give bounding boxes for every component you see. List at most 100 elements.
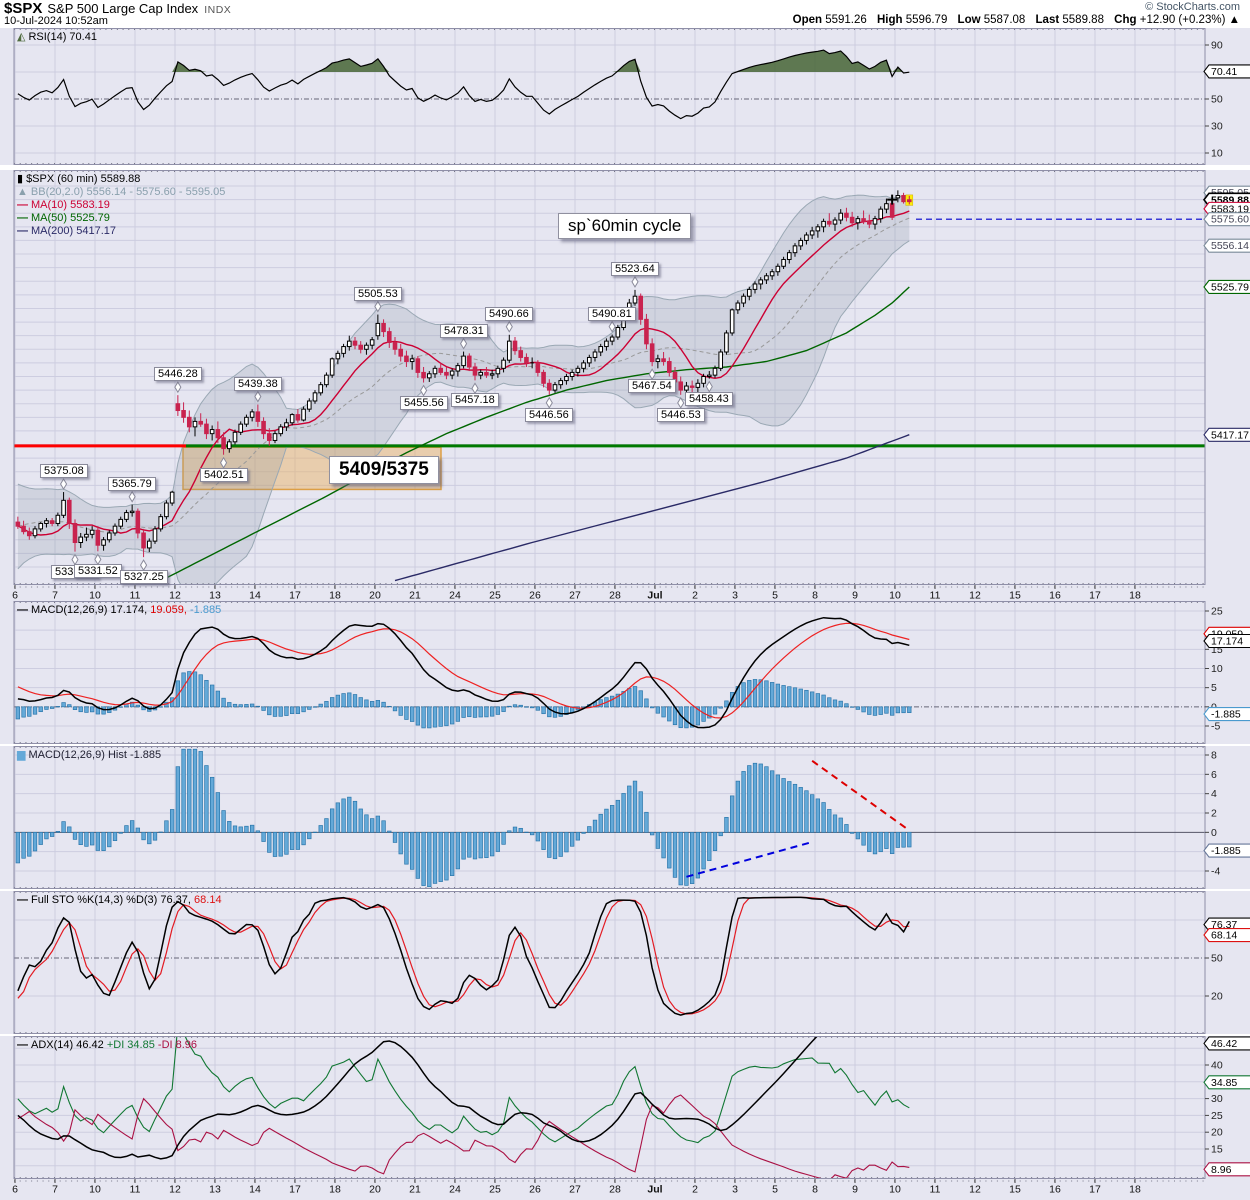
open-label: Open	[792, 14, 823, 26]
svg-text:18: 18	[329, 590, 341, 602]
price-annotation: 5446.53	[657, 408, 705, 422]
svg-text:-4: -4	[1211, 866, 1220, 878]
adx-line-swatch: —	[17, 1039, 28, 1051]
adx-panel: 40 30 25 20 15 46.42 34.85 8.96	[0, 1036, 1250, 1179]
svg-text:46.42: 46.42	[1211, 1038, 1237, 1050]
ma200-swatch: —	[17, 225, 28, 237]
svg-text:27: 27	[569, 590, 581, 602]
svg-text:24: 24	[449, 590, 461, 602]
svg-text:28: 28	[609, 590, 621, 602]
svg-text:18: 18	[329, 1184, 341, 1196]
y-axis-badge: -1.885	[1203, 707, 1250, 722]
sto-k-line	[17, 896, 910, 1016]
title-row: $SPX S&P 500 Large Cap Index INDX	[4, 0, 231, 18]
svg-text:8: 8	[812, 590, 818, 602]
svg-text:70.41: 70.41	[1211, 66, 1237, 78]
hist-trendline	[686, 841, 813, 878]
svg-text:3: 3	[732, 590, 738, 602]
macd-value: MACD(12,26,9) 17.174,	[31, 604, 148, 616]
y-axis-badge: 70.41	[1203, 64, 1250, 79]
price-annotation: 5446.28	[154, 367, 202, 381]
price-annotation: 5478.31	[440, 324, 488, 338]
price-legend-symbol-row: ▮ $SPX (60 min) 5589.88	[17, 173, 225, 186]
price-legend-symbol: $SPX (60 min) 5589.88	[26, 173, 141, 185]
macd-line-swatch: —	[17, 604, 28, 616]
open-value: 5591.26	[825, 14, 867, 26]
svg-text:18: 18	[1129, 590, 1141, 602]
bb-legend-text: BB(20,2.0) 5556.14 - 5575.60 - 5595.05	[30, 186, 226, 198]
price-annotation: 5439.38	[234, 377, 282, 391]
xaxis1-panel: 6 7 10 11 12 13 14 17 18 20 21 24 25 26 27 28 Jul 2 3 5 8 9 10…	[0, 585, 1250, 601]
svg-text:9: 9	[852, 590, 858, 602]
exchange: INDX	[204, 4, 232, 16]
svg-text:8: 8	[812, 1184, 818, 1196]
macd-hist-value: -1.885	[190, 604, 222, 616]
datetime: 10-Jul-2024 10:52am	[4, 15, 108, 27]
price-annotation: 5467.54	[628, 379, 676, 393]
svg-text:9: 9	[852, 1184, 858, 1196]
price-annotation: 5490.81	[588, 307, 636, 321]
svg-text:8.96: 8.96	[1211, 1164, 1232, 1176]
price-annotation: 5365.79	[108, 477, 156, 491]
svg-text:12: 12	[969, 590, 981, 602]
quote-strip: Open 5591.26 High 5596.79 Low 5587.08 La…	[786, 14, 1240, 26]
svg-text:17.174: 17.174	[1211, 635, 1243, 647]
svg-text:5556.14: 5556.14	[1211, 240, 1249, 252]
svg-text:15: 15	[1009, 590, 1021, 602]
svg-text:7: 7	[52, 590, 58, 602]
svg-text:7: 7	[52, 1184, 58, 1196]
svg-text:Jul: Jul	[647, 590, 662, 602]
price-annotation: 5490.66	[485, 307, 533, 321]
plus-di-line	[17, 1036, 910, 1144]
macd-panel: 25151050-519.05917.174-1.885	[0, 601, 1250, 744]
svg-text:25: 25	[489, 1184, 501, 1196]
svg-text:5525.79: 5525.79	[1211, 281, 1249, 293]
svg-text:5: 5	[772, 1184, 778, 1196]
svg-text:10: 10	[889, 1184, 901, 1196]
hist-legend: ▆ MACD(12,26,9) Hist -1.885	[17, 749, 161, 762]
sto-k-value: Full STO %K(14,3) %D(3) 76.37,	[31, 894, 191, 906]
rsi-legend-text: RSI(14) 70.41	[28, 31, 97, 43]
svg-text:10: 10	[89, 1184, 101, 1196]
svg-text:17: 17	[289, 590, 301, 602]
svg-text:25: 25	[1211, 606, 1223, 618]
svg-text:50: 50	[1211, 94, 1223, 106]
last-label: Last	[1035, 14, 1060, 26]
svg-text:16: 16	[1049, 590, 1061, 602]
adx-value: ADX(14) 46.42	[31, 1039, 104, 1051]
svg-text:15: 15	[1211, 1144, 1223, 1156]
macd-signal-line	[17, 622, 910, 719]
svg-text:30: 30	[1211, 121, 1223, 133]
plus-di-value: +DI 34.85	[106, 1039, 155, 1051]
svg-text:Jul: Jul	[647, 1184, 662, 1196]
svg-text:5575.60: 5575.60	[1211, 214, 1249, 226]
ma200-legend-row: — MA(200) 5417.17	[17, 225, 225, 238]
svg-text:6: 6	[12, 1184, 18, 1196]
y-axis-badge: 34.85	[1203, 1075, 1250, 1090]
svg-text:14: 14	[249, 1184, 261, 1196]
y-axis-badge: 5525.79	[1203, 279, 1250, 295]
price-annotation: 5375.08	[40, 464, 88, 478]
bb-legend-row: ▲ BB(20,2.0) 5556.14 - 5575.60 - 5595.05	[17, 186, 225, 199]
sto-d-value: 68.14	[194, 894, 222, 906]
low-value: 5587.08	[983, 14, 1026, 26]
chart-callout: sp`60min cycle	[558, 213, 692, 239]
y-axis-badge: 5417.17	[1203, 427, 1250, 442]
price-annotation: 5505.53	[354, 287, 402, 301]
y-axis-badge: 8.96	[1203, 1162, 1250, 1177]
svg-text:-1.885: -1.885	[1211, 845, 1241, 857]
svg-text:40: 40	[1211, 1060, 1223, 1072]
svg-text:5: 5	[1211, 682, 1217, 694]
y-axis-badge: 68.14	[1203, 927, 1250, 943]
svg-text:25: 25	[1211, 1110, 1223, 1122]
ma50-swatch: —	[17, 212, 28, 224]
svg-text:68.14: 68.14	[1211, 930, 1237, 942]
ma10-swatch: —	[17, 199, 28, 211]
svg-text:4: 4	[1211, 788, 1217, 800]
svg-text:20: 20	[1211, 1127, 1223, 1139]
svg-text:5417.17: 5417.17	[1211, 429, 1249, 441]
hist-bars-layer	[15, 748, 912, 888]
high-label: High	[877, 14, 903, 26]
